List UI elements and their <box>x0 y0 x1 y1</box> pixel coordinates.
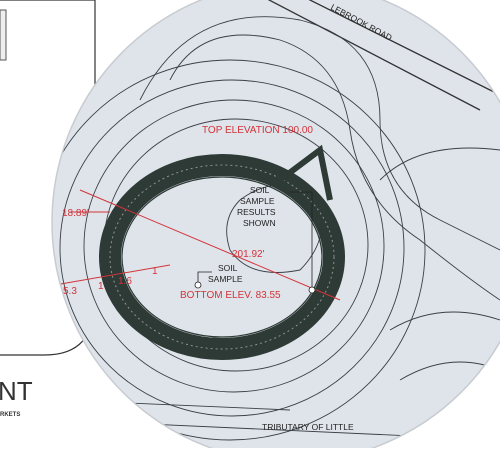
road <box>249 0 500 111</box>
soil-sample: SOIL <box>218 263 238 273</box>
soil-sample: SAMPLE <box>208 274 243 284</box>
diameter: 201.92' <box>232 249 265 260</box>
dimensions <box>54 189 341 301</box>
slope-right: 1.6 <box>118 276 132 287</box>
logo-title: NT <box>0 376 33 406</box>
lens-rim <box>51 0 500 453</box>
leaders <box>194 191 316 294</box>
soil-results: SOIL <box>250 185 270 195</box>
side-dimension: 18.89' <box>62 208 89 219</box>
logo-subtitle: RKETS <box>0 412 20 418</box>
soil-results: RESULTS <box>237 207 276 217</box>
soil-results: SAMPLE <box>240 196 275 206</box>
lens: LEBROOK ROAD TOP ELEVATION 100.00 18.89'… <box>52 0 500 448</box>
panel-edge <box>0 9 7 61</box>
pond-walls <box>99 144 345 360</box>
top-elevation: TOP ELEVATION 100.00 <box>202 125 313 136</box>
soil-results: SHOWN <box>243 218 276 228</box>
slope-left: 5.3 <box>63 286 77 297</box>
slope-right: 1 <box>152 266 158 277</box>
bottom-elevation: BOTTOM ELEV. 83.55 <box>180 290 281 301</box>
slope-left: 1 <box>98 281 104 292</box>
tributary: TRIBUTARY OF LITTLE <box>262 422 354 432</box>
